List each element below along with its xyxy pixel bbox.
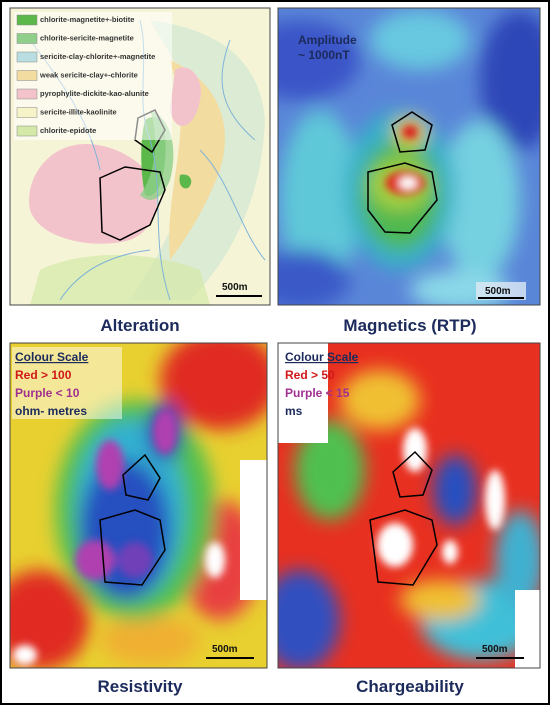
panel-border — [9, 342, 268, 669]
legend-swatch — [16, 88, 38, 100]
note: Red > 100 — [15, 368, 72, 382]
note-box — [12, 347, 122, 419]
resistivity-map — [10, 343, 267, 668]
note: Purple < 10 — [15, 386, 80, 400]
legend-swatch — [16, 107, 38, 118]
legend-swatch — [16, 51, 38, 63]
note: Purple < 15 — [285, 386, 350, 400]
legend-swatch — [16, 70, 38, 81]
note: Colour Scale — [15, 350, 89, 364]
legend-swatch — [16, 33, 38, 44]
legend-label: weak sericite-clay+-chlorite — [39, 70, 138, 79]
scale-box — [476, 282, 526, 300]
legend-label: chlorite-magnetite+-biotite — [40, 15, 134, 24]
legend-label: chlorite-sericite-magnetite — [40, 33, 134, 42]
note: Red > 50 — [285, 368, 335, 382]
legend-swatch — [16, 125, 38, 137]
legend: chlorite-magnetite+-biotite chlorite-seri… — [16, 14, 155, 137]
note: ohm- metres — [15, 404, 87, 418]
scale-label: 500m — [485, 286, 511, 297]
panel-border — [277, 7, 541, 306]
legend-label: chlorite-epidote — [40, 126, 96, 135]
note: Amplitude — [298, 33, 357, 47]
panel-border — [9, 7, 271, 306]
legend-label: pyrophylite-dickite-kao-alunite — [40, 89, 149, 98]
caption: Magnetics (RTP) — [343, 316, 476, 335]
legend-label: sericite-clay-chlorite+-magnetite — [40, 52, 155, 61]
magnetics-map — [278, 8, 540, 305]
caption: Resistivity — [97, 677, 183, 696]
caption: Alteration — [100, 316, 179, 335]
alteration-map — [10, 8, 270, 305]
note: ~ 1000nT — [298, 48, 350, 62]
note: ms — [285, 404, 303, 418]
panel-border — [277, 342, 541, 669]
legend-swatch — [16, 14, 38, 26]
chargeability-map — [278, 343, 540, 668]
scale-label: 500m — [482, 644, 508, 655]
note: Colour Scale — [285, 350, 359, 364]
legend-label: sericite-illite-kaolinite — [40, 107, 117, 116]
caption: Chargeability — [356, 677, 464, 696]
scale-label: 500m — [222, 282, 248, 293]
scale-label: 500m — [212, 644, 238, 655]
